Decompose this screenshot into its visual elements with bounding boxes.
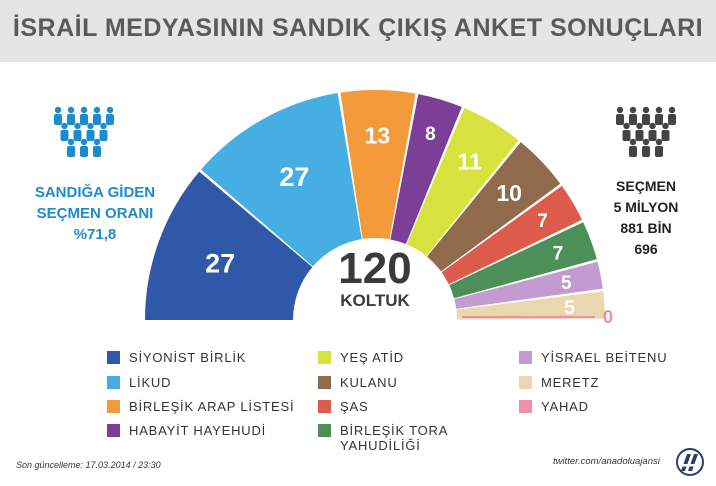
twitter-link[interactable]: twitter.com/anadoluajansi — [553, 456, 660, 467]
legend-item-kulanu: KULANU — [318, 375, 398, 390]
seat-label-habayi-t-hayehudi-: 8 — [425, 124, 436, 145]
turnout-value: %71,8 — [73, 226, 117, 243]
legend-item-ye-ati-d: YEŞ ATİD — [318, 350, 404, 365]
legend-label: LİKUD — [129, 375, 172, 390]
update-time: Son güncelleme: 17.03.2014 / 23:30 — [16, 460, 161, 470]
legend-swatch — [107, 400, 120, 413]
legend-swatch — [318, 400, 331, 413]
legend-swatch — [107, 424, 120, 437]
seat-label--as: 7 — [537, 211, 548, 232]
legend-swatch — [519, 400, 532, 413]
turnout-line-2: SEÇMEN ORANI — [36, 205, 154, 222]
legend-label: YİSRAEL BEİTENU — [541, 350, 668, 365]
page-title: İSRAİL MEDYASININ SANDIK ÇIKIŞ ANKET SON… — [12, 14, 704, 42]
seat-label-ye-ati-d: 11 — [457, 148, 482, 174]
seat-segment--as — [441, 185, 582, 285]
title-bar: İSRAİL MEDYASININ SANDIK ÇIKIŞ ANKET SON… — [0, 0, 716, 62]
seat-segment-bi-rle-i-k-arap-li-stesi- — [340, 90, 416, 240]
voter-line-1: SEÇMEN — [616, 178, 676, 194]
people-icon — [616, 106, 676, 157]
seat-segment-li-kud — [201, 93, 362, 267]
legend-swatch — [318, 376, 331, 389]
voter-line-4: 696 — [634, 241, 658, 257]
seat-segment-kulanu — [426, 142, 561, 272]
seat-segment-habayi-t-hayehudi- — [390, 94, 462, 245]
seat-segment-bi-rle-i-k-tora-yahudi-li-i- — [449, 222, 597, 299]
legend-item-yi-srael-bei-tenu: YİSRAEL BEİTENU — [519, 350, 667, 365]
legend-item-bi-rle-i-k-tora-yahudi-li-i-: BİRLEŞİK TORA YAHUDİLİĞİ — [318, 423, 458, 453]
voter-info: SEÇMEN 5 MİLYON 881 BİN 696 — [596, 176, 696, 260]
seat-label-bi-rle-i-k-tora-yahudi-li-i-: 7 — [553, 243, 564, 264]
seat-segment-meretz — [456, 291, 605, 320]
legend-label: SİYONİST BİRLİK — [129, 350, 247, 365]
seat-label-si-yoni-st-bi-rli-k: 27 — [205, 249, 235, 279]
legend-swatch — [318, 424, 331, 437]
legend-label: MERETZ — [541, 375, 600, 390]
seat-segment-ye-ati-d — [406, 108, 519, 256]
legend-swatch — [318, 351, 331, 364]
legend-item-yahad: YAHAD — [519, 399, 589, 414]
voter-line-3: 881 BİN — [620, 220, 672, 236]
legend-swatch — [519, 351, 532, 364]
legend-label: BİRLEŞİK ARAP LİSTESİ — [129, 399, 295, 414]
people-icon — [54, 106, 114, 157]
turnout-info: SANDIĞA GİDEN SEÇMEN ORANI %71,8 — [20, 182, 170, 245]
anadolu-logo-icon — [676, 448, 704, 476]
turnout-line-1: SANDIĞA GİDEN — [34, 184, 156, 201]
seat-label-meretz: 5 — [564, 298, 575, 319]
legend-item-si-yoni-st-bi-rli-k: SİYONİST BİRLİK — [107, 350, 246, 365]
legend-label: KULANU — [340, 375, 398, 390]
legend-item--as: ŞAS — [318, 399, 368, 414]
legend-label: HABAYİT HAYEHUDİ — [129, 423, 267, 438]
legend-item-li-kud: LİKUD — [107, 375, 171, 390]
seat-segment-si-yoni-st-bi-rli-k — [145, 171, 313, 320]
total-seats-label: KOLTUK — [340, 291, 410, 310]
seat-label-li-kud: 27 — [279, 162, 309, 192]
legend-label: ŞAS — [340, 399, 369, 414]
legend-swatch — [107, 376, 120, 389]
legend-swatch — [107, 351, 120, 364]
legend-label: BİRLEŞİK TORA YAHUDİLİĞİ — [340, 423, 448, 453]
total-seats: 120 — [338, 244, 411, 293]
seat-label-kulanu: 10 — [496, 180, 522, 206]
legend-item-meretz: MERETZ — [519, 375, 599, 390]
legend-swatch — [519, 376, 532, 389]
seat-label-yi-srael-bei-tenu: 5 — [561, 273, 572, 294]
voter-line-2: 5 MİLYON — [613, 199, 679, 215]
seat-label-yahad: 0 — [603, 307, 613, 327]
seat-segment-yi-srael-bei-tenu — [454, 261, 603, 309]
legend-item-bi-rle-i-k-arap-li-stesi-: BİRLEŞİK ARAP LİSTESİ — [107, 399, 294, 414]
legend-label: YAHAD — [541, 399, 589, 414]
seat-label-bi-rle-i-k-arap-li-stesi-: 13 — [365, 122, 391, 148]
legend-label: YEŞ ATİD — [340, 350, 404, 365]
legend-item-habayi-t-hayehudi-: HABAYİT HAYEHUDİ — [107, 423, 266, 438]
